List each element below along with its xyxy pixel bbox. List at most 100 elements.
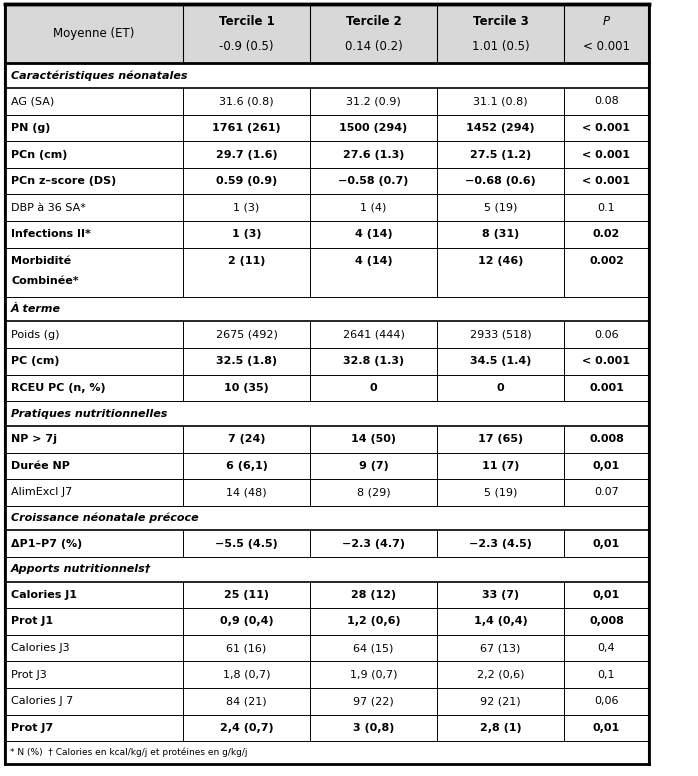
Bar — [5, 688, 649, 715]
Bar — [5, 506, 649, 530]
Text: À terme: À terme — [11, 304, 61, 314]
Text: ΔP1–P7 (%): ΔP1–P7 (%) — [11, 539, 82, 549]
Bar — [5, 375, 649, 401]
Text: 1,4 (0,4): 1,4 (0,4) — [474, 616, 528, 626]
Text: PCn (cm): PCn (cm) — [11, 150, 68, 160]
Text: 29.7 (1.6): 29.7 (1.6) — [216, 150, 277, 160]
Text: 0.001: 0.001 — [589, 383, 624, 393]
Text: PC (cm): PC (cm) — [11, 356, 59, 366]
Text: 14 (50): 14 (50) — [351, 435, 396, 444]
Text: 34.5 (1.4): 34.5 (1.4) — [470, 356, 531, 366]
Text: −5.5 (4.5): −5.5 (4.5) — [215, 539, 278, 549]
Text: AG (SA): AG (SA) — [11, 96, 54, 106]
Text: Morbidité: Morbidité — [11, 257, 71, 266]
Text: 0: 0 — [370, 383, 378, 393]
Text: P: P — [603, 16, 610, 28]
Bar — [5, 297, 649, 321]
Text: Prot J1: Prot J1 — [11, 616, 53, 626]
Text: Croissance néonatale précoce: Croissance néonatale précoce — [11, 513, 199, 523]
Text: 31.1 (0.8): 31.1 (0.8) — [473, 96, 528, 106]
Text: 1.01 (0.5): 1.01 (0.5) — [472, 40, 529, 54]
Text: 2641 (444): 2641 (444) — [343, 330, 404, 340]
Text: 0.14 (0.2): 0.14 (0.2) — [345, 40, 402, 54]
Text: 25 (11): 25 (11) — [224, 590, 269, 600]
Bar — [5, 115, 649, 141]
Text: 5 (19): 5 (19) — [484, 203, 517, 213]
Text: * N (%)  † Calories en kcal/kg/j et protéines en g/kg/j: * N (%) † Calories en kcal/kg/j et proté… — [10, 748, 248, 757]
Text: 0,01: 0,01 — [593, 723, 620, 733]
Text: 2,2 (0,6): 2,2 (0,6) — [477, 670, 524, 680]
Text: Tercile 1: Tercile 1 — [218, 16, 274, 28]
Text: 2675 (492): 2675 (492) — [216, 330, 277, 340]
Text: PCn z–score (DS): PCn z–score (DS) — [11, 176, 117, 186]
Text: 1 (4): 1 (4) — [360, 203, 387, 213]
Text: 1761 (261): 1761 (261) — [212, 123, 281, 133]
Text: 0.59 (0.9): 0.59 (0.9) — [216, 176, 277, 186]
Text: Combinée*: Combinée* — [11, 275, 79, 286]
Text: Prot J7: Prot J7 — [11, 723, 53, 733]
Bar — [5, 530, 649, 557]
Text: 0.1: 0.1 — [597, 203, 616, 213]
Text: 0.02: 0.02 — [593, 230, 620, 240]
Text: 92 (21): 92 (21) — [480, 696, 521, 706]
Text: 0.07: 0.07 — [594, 487, 619, 497]
Text: -0.9 (0.5): -0.9 (0.5) — [219, 40, 274, 54]
Text: 0.008: 0.008 — [589, 435, 624, 444]
Text: 1500 (294): 1500 (294) — [339, 123, 408, 133]
Bar — [5, 168, 649, 195]
Text: 67 (13): 67 (13) — [480, 643, 521, 653]
Text: NP > 7j: NP > 7j — [11, 435, 57, 444]
Text: 4 (14): 4 (14) — [355, 257, 392, 266]
Text: −0.68 (0.6): −0.68 (0.6) — [465, 176, 536, 186]
Bar — [5, 635, 649, 661]
Text: Caractéristiques néonatales: Caractéristiques néonatales — [11, 71, 188, 81]
Bar — [5, 348, 649, 375]
Text: 0.08: 0.08 — [594, 96, 619, 106]
Text: < 0.001: < 0.001 — [583, 176, 630, 186]
Text: Apports nutritionnels†: Apports nutritionnels† — [11, 564, 151, 574]
Text: 17 (65): 17 (65) — [478, 435, 523, 444]
Text: 64 (15): 64 (15) — [353, 643, 394, 653]
Text: 1,8 (0,7): 1,8 (0,7) — [223, 670, 270, 680]
Bar — [5, 581, 649, 608]
Text: 27.5 (1.2): 27.5 (1.2) — [470, 150, 531, 160]
Text: 0.002: 0.002 — [589, 257, 624, 266]
Text: 33 (7): 33 (7) — [482, 590, 519, 600]
Bar — [5, 452, 649, 479]
Text: 12 (46): 12 (46) — [478, 257, 524, 266]
Text: 2 (11): 2 (11) — [228, 257, 265, 266]
Text: 4 (14): 4 (14) — [355, 230, 392, 240]
Text: 0,1: 0,1 — [597, 670, 615, 680]
Text: < 0.001: < 0.001 — [583, 356, 630, 366]
Text: 10 (35): 10 (35) — [224, 383, 269, 393]
Text: 0,4: 0,4 — [597, 643, 616, 653]
Text: < 0.001: < 0.001 — [583, 150, 630, 160]
Text: < 0.001: < 0.001 — [583, 40, 630, 54]
Text: 0.06: 0.06 — [594, 330, 619, 340]
Text: 0: 0 — [497, 383, 505, 393]
Text: 1 (3): 1 (3) — [232, 230, 261, 240]
Text: Poids (g): Poids (g) — [11, 330, 59, 340]
Bar — [5, 741, 649, 764]
Text: 1,2 (0,6): 1,2 (0,6) — [347, 616, 401, 626]
Text: 32.8 (1.3): 32.8 (1.3) — [343, 356, 404, 366]
Text: 9 (7): 9 (7) — [359, 461, 388, 471]
Text: 2,8 (1): 2,8 (1) — [480, 723, 521, 733]
Text: Tercile 2: Tercile 2 — [346, 16, 401, 28]
Text: 0,9 (0,4): 0,9 (0,4) — [220, 616, 274, 626]
Text: 2,4 (0,7): 2,4 (0,7) — [220, 723, 274, 733]
Text: 1 (3): 1 (3) — [233, 203, 260, 213]
Bar — [5, 401, 649, 426]
Bar — [5, 4, 649, 64]
Text: 5 (19): 5 (19) — [484, 487, 517, 497]
Text: 11 (7): 11 (7) — [482, 461, 519, 471]
Text: 32.5 (1.8): 32.5 (1.8) — [216, 356, 277, 366]
Text: 0,06: 0,06 — [594, 696, 618, 706]
Text: −2.3 (4.7): −2.3 (4.7) — [342, 539, 405, 549]
Text: −2.3 (4.5): −2.3 (4.5) — [469, 539, 532, 549]
Text: < 0.001: < 0.001 — [583, 123, 630, 133]
Text: 31.6 (0.8): 31.6 (0.8) — [219, 96, 274, 106]
Bar — [5, 64, 649, 88]
Bar — [5, 248, 649, 297]
Text: 31.2 (0.9): 31.2 (0.9) — [346, 96, 401, 106]
